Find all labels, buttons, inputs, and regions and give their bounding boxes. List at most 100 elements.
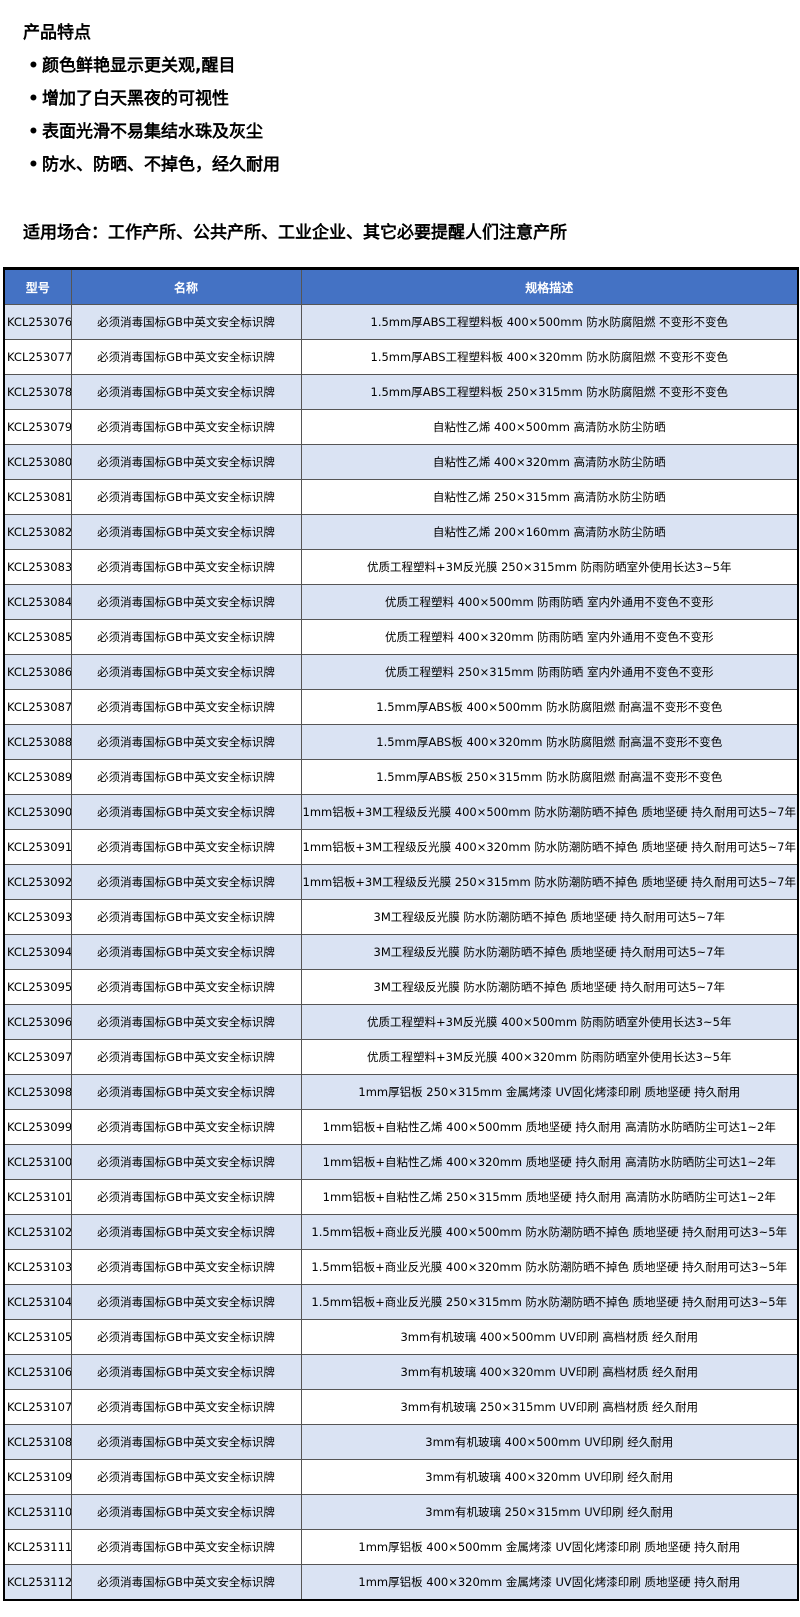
cell-name: 必须消毒国标GB中英文安全标识牌 xyxy=(70,1564,302,1601)
cell-model: KCL253106 xyxy=(3,1354,72,1390)
cell-name: 必须消毒国标GB中英文安全标识牌 xyxy=(70,1389,302,1425)
cell-name: 必须消毒国标GB中英文安全标识牌 xyxy=(70,1004,302,1040)
cell-name: 必须消毒国标GB中英文安全标识牌 xyxy=(70,1144,302,1180)
cell-name: 必须消毒国标GB中英文安全标识牌 xyxy=(70,899,302,935)
cell-name: 必须消毒国标GB中英文安全标识牌 xyxy=(70,969,302,1005)
cell-model: KCL253083 xyxy=(3,549,72,585)
table-row: KCL253083 必须消毒国标GB中英文安全标识牌 优质工程塑料+3M反光膜 25… xyxy=(3,549,799,585)
cell-model: KCL253076 xyxy=(3,304,72,340)
cell-model: KCL253109 xyxy=(3,1459,72,1495)
cell-model: KCL253089 xyxy=(3,759,72,795)
cell-name: 必须消毒国标GB中英文安全标识牌 xyxy=(70,1459,302,1495)
cell-model: KCL253098 xyxy=(3,1074,72,1110)
features-title: 产品特点 xyxy=(23,23,91,43)
cell-name: 必须消毒国标GB中英文安全标识牌 xyxy=(70,1039,302,1075)
cell-model: KCL253093 xyxy=(3,899,72,935)
cell-spec: 优质工程塑料 250×315mm 防雨防晒 室内外通用不变色不变形 xyxy=(300,654,799,690)
cell-name: 必须消毒国标GB中英文安全标识牌 xyxy=(70,549,302,585)
table-row: KCL253111 必须消毒国标GB中英文安全标识牌 1mm厚铝板 400×500m… xyxy=(3,1529,799,1565)
cell-model: KCL253108 xyxy=(3,1424,72,1460)
cell-spec: 1mm厚铝板 400×500mm 金属烤漆 UV固化烤漆印刷 质地坚硬 持久耐用 xyxy=(300,1529,799,1565)
cell-model: KCL253078 xyxy=(3,374,72,410)
cell-name: 必须消毒国标GB中英文安全标识牌 xyxy=(70,1424,302,1460)
table-row: KCL253098 必须消毒国标GB中英文安全标识牌 1mm厚铝板 250×315m… xyxy=(3,1074,799,1110)
cell-model: KCL253103 xyxy=(3,1249,72,1285)
cell-spec: 1mm铝板+3M工程级反光膜 250×315mm 防水防潮防晒不掉色 质地坚硬 … xyxy=(300,864,799,900)
cell-spec: 1mm厚铝板 400×320mm 金属烤漆 UV固化烤漆印刷 质地坚硬 持久耐用 xyxy=(300,1564,799,1601)
cell-model: KCL253079 xyxy=(3,409,72,445)
cell-name: 必须消毒国标GB中英文安全标识牌 xyxy=(70,1529,302,1565)
cell-model: KCL253101 xyxy=(3,1179,72,1215)
table-row: KCL253105 必须消毒国标GB中英文安全标识牌 3mm有机玻璃 400×500… xyxy=(3,1319,799,1355)
feature-item: • 防水、防晒、不掉色，经久耐用 xyxy=(23,152,280,185)
cell-model: KCL253086 xyxy=(3,654,72,690)
cell-spec: 3M工程级反光膜 防水防潮防晒不掉色 质地坚硬 持久耐用可达5~7年 xyxy=(300,934,799,970)
cell-name: 必须消毒国标GB中英文安全标识牌 xyxy=(70,1319,302,1355)
cell-spec: 3mm有机玻璃 400×500mm UV印刷 高档材质 经久耐用 xyxy=(300,1319,799,1355)
table-row: KCL253089 必须消毒国标GB中英文安全标识牌 1.5mm厚ABS板 250×… xyxy=(3,759,799,795)
cell-spec: 1.5mm厚ABS板 400×320mm 防水防腐阻燃 耐高温不变形不变色 xyxy=(300,724,799,760)
table-row: KCL253087 必须消毒国标GB中英文安全标识牌 1.5mm厚ABS板 400×… xyxy=(3,689,799,725)
cell-name: 必须消毒国标GB中英文安全标识牌 xyxy=(70,934,302,970)
cell-spec: 1mm铝板+自粘性乙烯 400×320mm 质地坚硬 持久耐用 高清防水防晒防尘… xyxy=(300,1144,799,1180)
cell-model: KCL253082 xyxy=(3,514,72,550)
cell-spec: 3M工程级反光膜 防水防潮防晒不掉色 质地坚硬 持久耐用可达5~7年 xyxy=(300,899,799,935)
feature-item: • 颜色鲜艳显示更关观,醒目 xyxy=(23,53,280,86)
table-row: KCL253081 必须消毒国标GB中英文安全标识牌 自粘性乙烯 250×315mm… xyxy=(3,479,799,515)
cell-model: KCL253077 xyxy=(3,339,72,375)
table-row: KCL253092 必须消毒国标GB中英文安全标识牌 1mm铝板+3M工程级反光膜 … xyxy=(3,864,799,900)
cell-spec: 优质工程塑料+3M反光膜 400×320mm 防雨防晒室外使用长达3~5年 xyxy=(300,1039,799,1075)
table-row: KCL253094 必须消毒国标GB中英文安全标识牌 3M工程级反光膜 防水防潮防晒… xyxy=(3,934,799,970)
bullet-icon: • xyxy=(28,155,39,175)
table-row: KCL253108 必须消毒国标GB中英文安全标识牌 3mm有机玻璃 400×500… xyxy=(3,1424,799,1460)
cell-name: 必须消毒国标GB中英文安全标识牌 xyxy=(70,374,302,410)
table-row: KCL253096 必须消毒国标GB中英文安全标识牌 优质工程塑料+3M反光膜 40… xyxy=(3,1004,799,1040)
cell-name: 必须消毒国标GB中英文安全标识牌 xyxy=(70,1074,302,1110)
bullet-icon: • xyxy=(28,122,39,142)
cell-spec: 1.5mm铝板+商业反光膜 250×315mm 防水防潮防晒不掉色 质地坚硬 持… xyxy=(300,1284,799,1320)
table-row: KCL253109 必须消毒国标GB中英文安全标识牌 3mm有机玻璃 400×320… xyxy=(3,1459,799,1495)
table-row: KCL253100 必须消毒国标GB中英文安全标识牌 1mm铝板+自粘性乙烯 400… xyxy=(3,1144,799,1180)
cell-spec: 自粘性乙烯 200×160mm 高清防水防尘防晒 xyxy=(300,514,799,550)
cell-model: KCL253081 xyxy=(3,479,72,515)
cell-spec: 1mm铝板+自粘性乙烯 400×500mm 质地坚硬 持久耐用 高清防水防晒防尘… xyxy=(300,1109,799,1145)
bullet-icon: • xyxy=(28,89,39,109)
cell-name: 必须消毒国标GB中英文安全标识牌 xyxy=(70,619,302,655)
cell-model: KCL253085 xyxy=(3,619,72,655)
table-row: KCL253095 必须消毒国标GB中英文安全标识牌 3M工程级反光膜 防水防潮防晒… xyxy=(3,969,799,1005)
cell-name: 必须消毒国标GB中英文安全标识牌 xyxy=(70,1109,302,1145)
cell-model: KCL253110 xyxy=(3,1494,72,1530)
cell-model: KCL253088 xyxy=(3,724,72,760)
cell-model: KCL253107 xyxy=(3,1389,72,1425)
cell-name: 必须消毒国标GB中英文安全标识牌 xyxy=(70,409,302,445)
table-row: KCL253101 必须消毒国标GB中英文安全标识牌 1mm铝板+自粘性乙烯 250… xyxy=(3,1179,799,1215)
cell-model: KCL253099 xyxy=(3,1109,72,1145)
cell-spec: 1.5mm厚ABS工程塑料板 400×500mm 防水防腐阻燃 不变形不变色 xyxy=(300,304,799,340)
cell-name: 必须消毒国标GB中英文安全标识牌 xyxy=(70,584,302,620)
table-row: KCL253076 必须消毒国标GB中英文安全标识牌 1.5mm厚ABS工程塑料板 … xyxy=(3,304,799,340)
table-row: KCL253102 必须消毒国标GB中英文安全标识牌 1.5mm铝板+商业反光膜 4… xyxy=(3,1214,799,1250)
cell-name: 必须消毒国标GB中英文安全标识牌 xyxy=(70,444,302,480)
table-row: KCL253090 必须消毒国标GB中英文安全标识牌 1mm铝板+3M工程级反光膜 … xyxy=(3,794,799,830)
cell-spec: 优质工程塑料 400×500mm 防雨防晒 室内外通用不变色不变形 xyxy=(300,584,799,620)
feature-item: • 表面光滑不易集结水珠及灰尘 xyxy=(23,119,280,152)
table-row: KCL253093 必须消毒国标GB中英文安全标识牌 3M工程级反光膜 防水防潮防晒… xyxy=(3,899,799,935)
cell-name: 必须消毒国标GB中英文安全标识牌 xyxy=(70,759,302,795)
cell-spec: 1.5mm厚ABS板 400×500mm 防水防腐阻燃 耐高温不变形不变色 xyxy=(300,689,799,725)
cell-spec: 1mm铝板+3M工程级反光膜 400×320mm 防水防潮防晒不掉色 质地坚硬 … xyxy=(300,829,799,865)
cell-name: 必须消毒国标GB中英文安全标识牌 xyxy=(70,654,302,690)
cell-spec: 1.5mm厚ABS工程塑料板 250×315mm 防水防腐阻燃 不变形不变色 xyxy=(300,374,799,410)
cell-spec: 1.5mm铝板+商业反光膜 400×320mm 防水防潮防晒不掉色 质地坚硬 持… xyxy=(300,1249,799,1285)
cell-spec: 1.5mm厚ABS工程塑料板 400×320mm 防水防腐阻燃 不变形不变色 xyxy=(300,339,799,375)
table-row: KCL253091 必须消毒国标GB中英文安全标识牌 1mm铝板+3M工程级反光膜 … xyxy=(3,829,799,865)
cell-name: 必须消毒国标GB中英文安全标识牌 xyxy=(70,514,302,550)
cell-name: 必须消毒国标GB中英文安全标识牌 xyxy=(70,689,302,725)
cell-model: KCL253111 xyxy=(3,1529,72,1565)
table-row: KCL253104 必须消毒国标GB中英文安全标识牌 1.5mm铝板+商业反光膜 2… xyxy=(3,1284,799,1320)
bullet-icon: • xyxy=(28,56,39,76)
cell-spec: 1mm厚铝板 250×315mm 金属烤漆 UV固化烤漆印刷 质地坚硬 持久耐用 xyxy=(300,1074,799,1110)
table-row: KCL253106 必须消毒国标GB中英文安全标识牌 3mm有机玻璃 400×320… xyxy=(3,1354,799,1390)
table-row: KCL253110 必须消毒国标GB中英文安全标识牌 3mm有机玻璃 250×315… xyxy=(3,1494,799,1530)
cell-spec: 3mm有机玻璃 400×320mm UV印刷 高档材质 经久耐用 xyxy=(300,1354,799,1390)
table-row: KCL253084 必须消毒国标GB中英文安全标识牌 优质工程塑料 400×500m… xyxy=(3,584,799,620)
